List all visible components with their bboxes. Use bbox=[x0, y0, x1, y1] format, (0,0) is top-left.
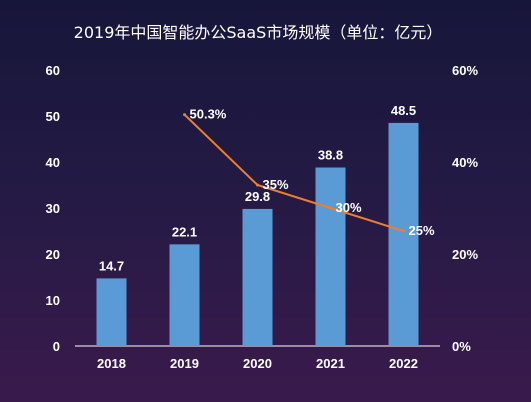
line-point bbox=[329, 206, 332, 210]
right-axis-tick: 60% bbox=[452, 63, 478, 78]
bar-value-label: 48.5 bbox=[391, 103, 416, 118]
bar-series bbox=[96, 122, 419, 347]
bar-value-label: 14.7 bbox=[99, 258, 124, 273]
x-axis-tick: 2021 bbox=[316, 356, 345, 371]
left-axis-tick: 60 bbox=[46, 63, 60, 78]
line-value-label: 30% bbox=[336, 200, 362, 215]
line-value-labels: 50.3% 35% 30% 25% bbox=[190, 107, 435, 238]
bar-value-label: 22.1 bbox=[172, 224, 197, 239]
line-point bbox=[256, 183, 259, 187]
left-axis-tick: 20 bbox=[46, 247, 60, 262]
x-axis-tick: 2022 bbox=[389, 356, 418, 371]
bar bbox=[388, 122, 419, 347]
x-axis-tick: 2020 bbox=[243, 356, 272, 371]
left-axis-tick: 50 bbox=[46, 109, 60, 124]
left-axis-tick: 0 bbox=[53, 339, 60, 354]
x-axis-ticks: 2018 2019 2020 2021 2022 bbox=[97, 356, 418, 371]
bar bbox=[169, 244, 200, 346]
bar-value-label: 29.8 bbox=[245, 189, 270, 204]
right-axis-tick: 40% bbox=[452, 155, 478, 170]
line-value-label: 25% bbox=[409, 223, 435, 238]
left-axis-tick: 40 bbox=[46, 155, 60, 170]
x-axis-tick: 2019 bbox=[170, 356, 199, 371]
line-point bbox=[402, 229, 405, 233]
x-axis-tick: 2018 bbox=[97, 356, 126, 371]
line-point bbox=[183, 113, 186, 117]
bar bbox=[315, 167, 346, 346]
line-value-label: 35% bbox=[263, 177, 289, 192]
bar-value-labels: 14.7 22.1 29.8 38.8 48.5 bbox=[99, 103, 416, 273]
growth-rate-line bbox=[183, 113, 404, 232]
bar bbox=[242, 208, 273, 346]
right-axis-tick: 0% bbox=[452, 339, 471, 354]
left-axis-tick: 10 bbox=[46, 293, 60, 308]
bar bbox=[96, 278, 127, 346]
line-series bbox=[183, 113, 405, 233]
bar-value-label: 38.8 bbox=[318, 148, 343, 163]
right-axis-tick: 20% bbox=[452, 247, 478, 262]
left-axis: 0 10 20 30 40 50 60 bbox=[46, 63, 60, 354]
right-axis: 0% 20% 40% 60% bbox=[452, 63, 478, 354]
left-axis-tick: 30 bbox=[46, 201, 60, 216]
chart-title: 2019年中国智能办公SaaS市场规模（单位：亿元） bbox=[74, 23, 443, 42]
line-value-label: 50.3% bbox=[190, 107, 227, 122]
